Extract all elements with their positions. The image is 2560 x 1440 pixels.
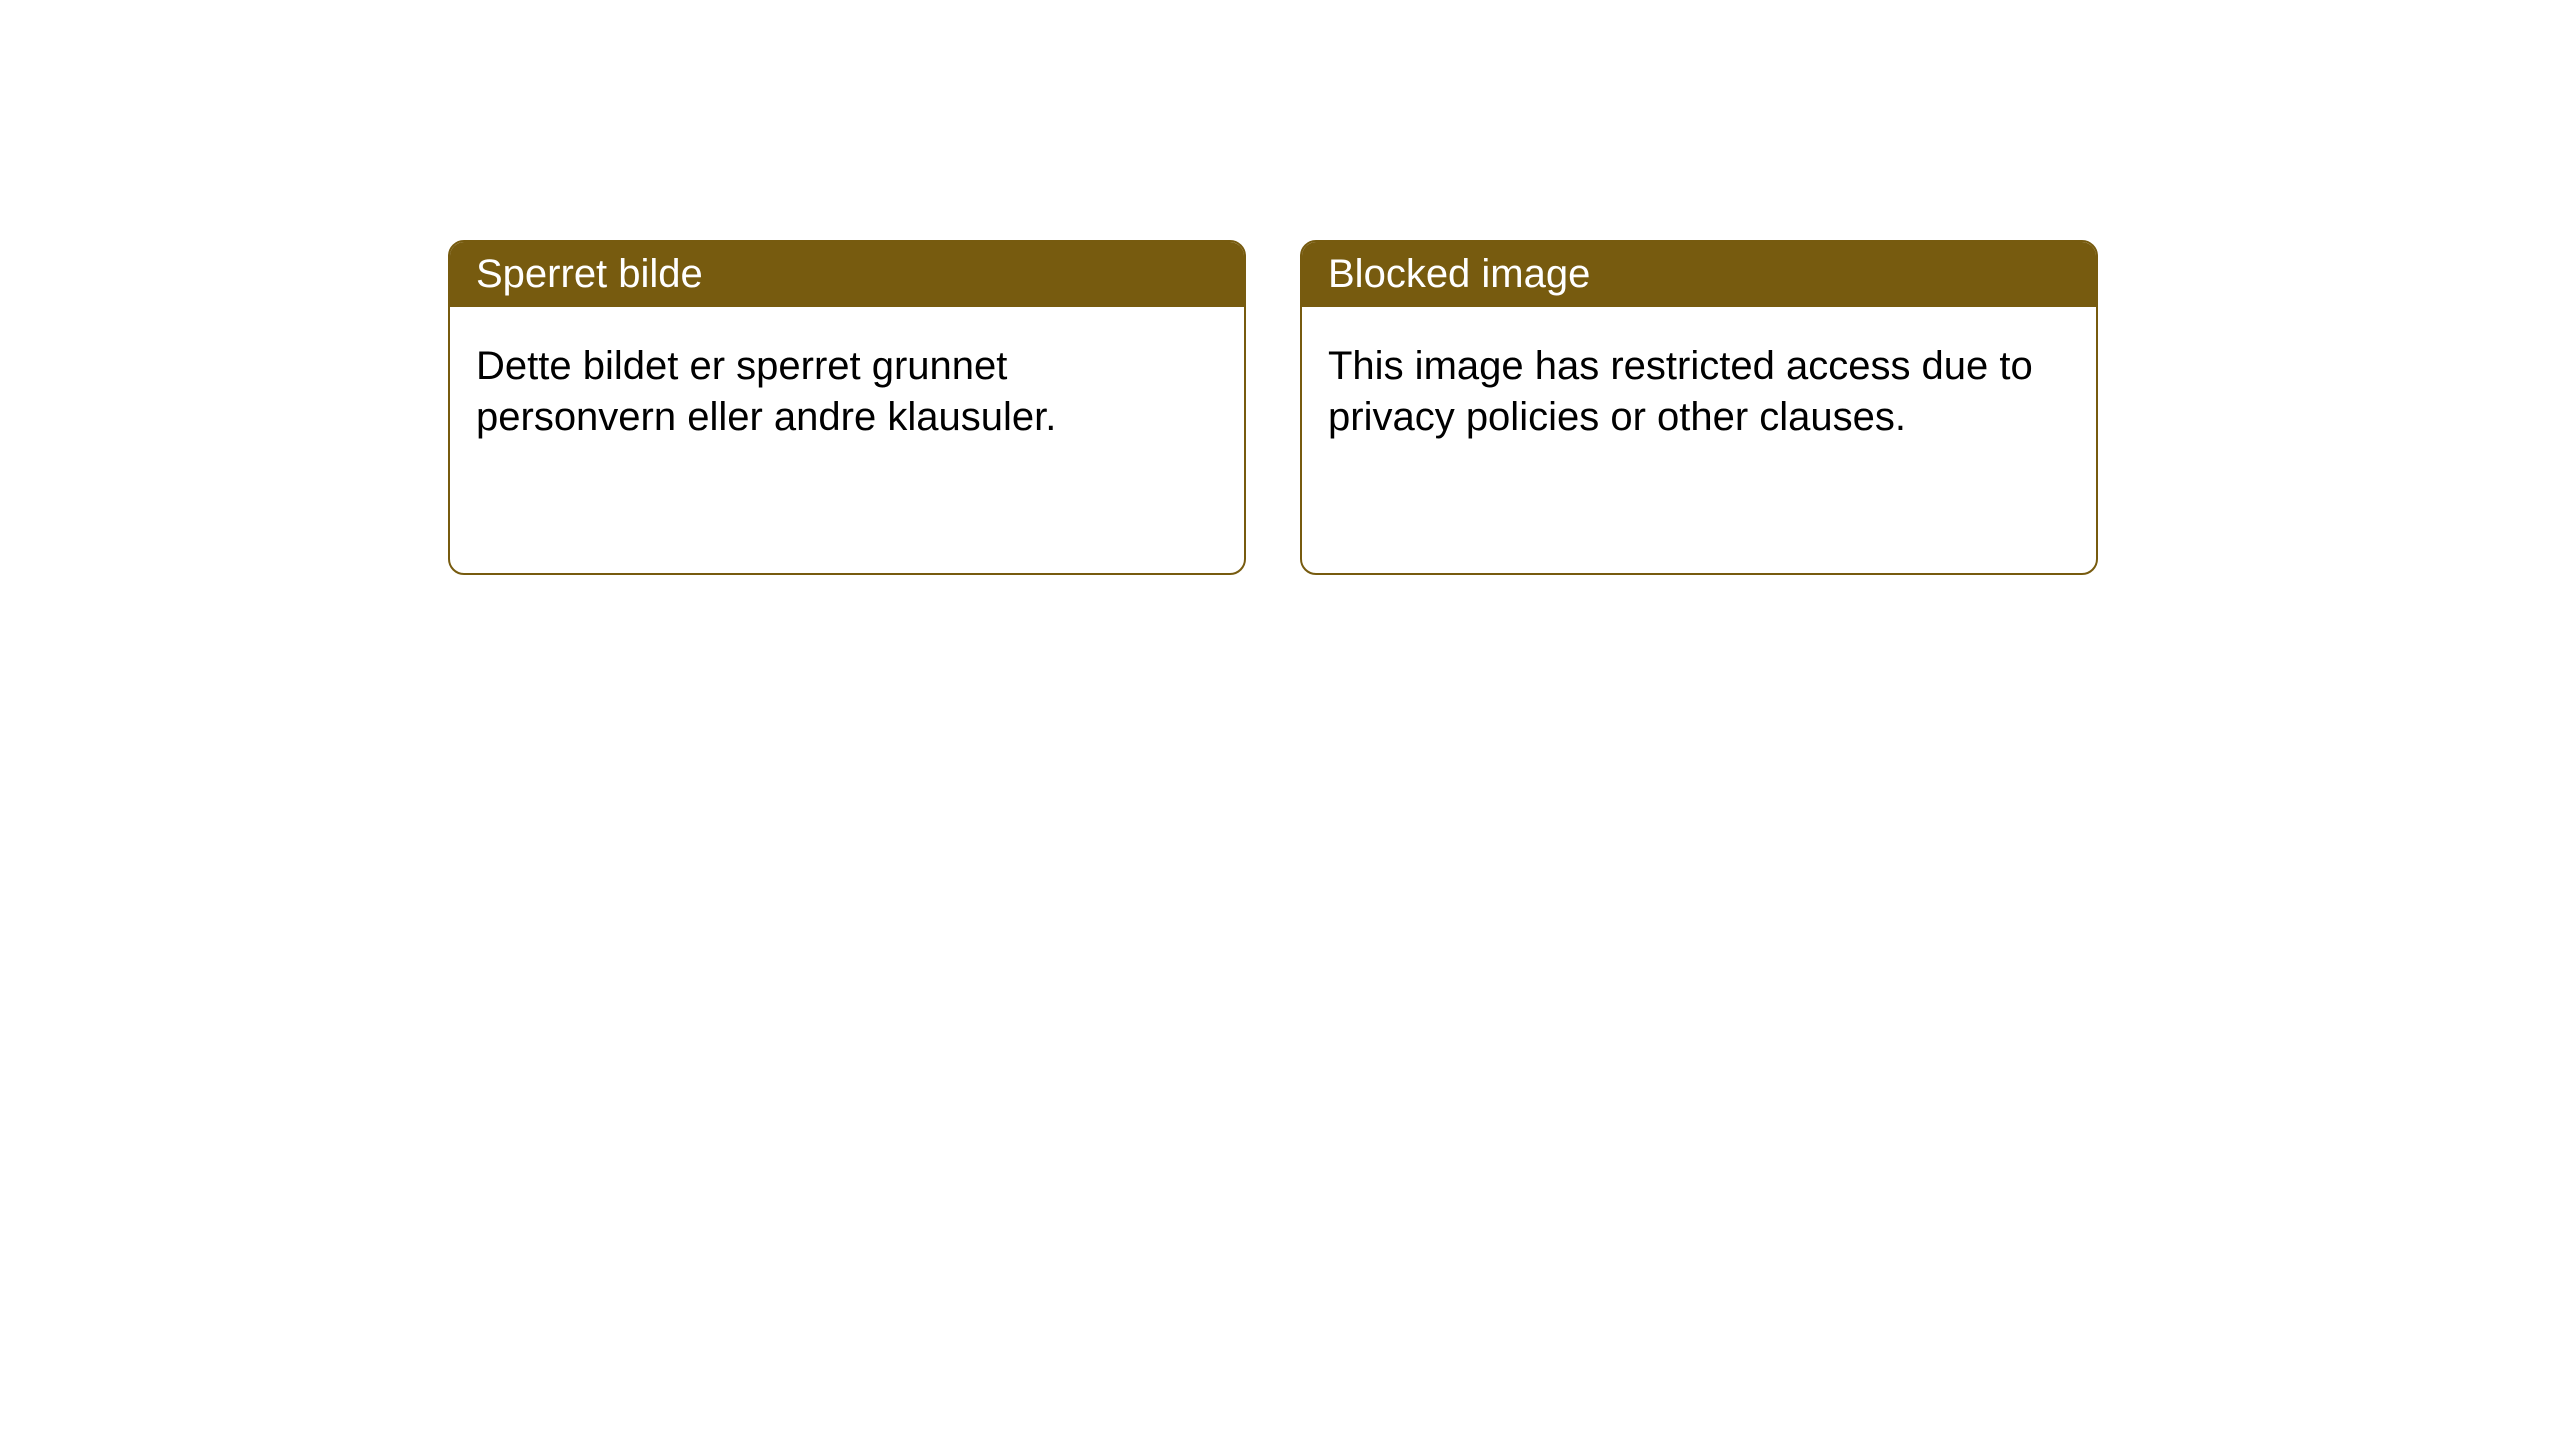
notice-body-text: Dette bildet er sperret grunnet personve… [476, 344, 1056, 439]
notice-card-title: Sperret bilde [450, 242, 1244, 307]
notice-title-text: Blocked image [1328, 252, 1590, 296]
notice-card-container: Sperret bilde Dette bildet er sperret gr… [448, 240, 2560, 575]
notice-card-title: Blocked image [1302, 242, 2096, 307]
notice-card-english: Blocked image This image has restricted … [1300, 240, 2098, 575]
notice-card-norwegian: Sperret bilde Dette bildet er sperret gr… [448, 240, 1246, 575]
notice-title-text: Sperret bilde [476, 252, 703, 296]
notice-card-body: This image has restricted access due to … [1302, 307, 2096, 477]
notice-body-text: This image has restricted access due to … [1328, 344, 2033, 439]
notice-card-body: Dette bildet er sperret grunnet personve… [450, 307, 1244, 477]
